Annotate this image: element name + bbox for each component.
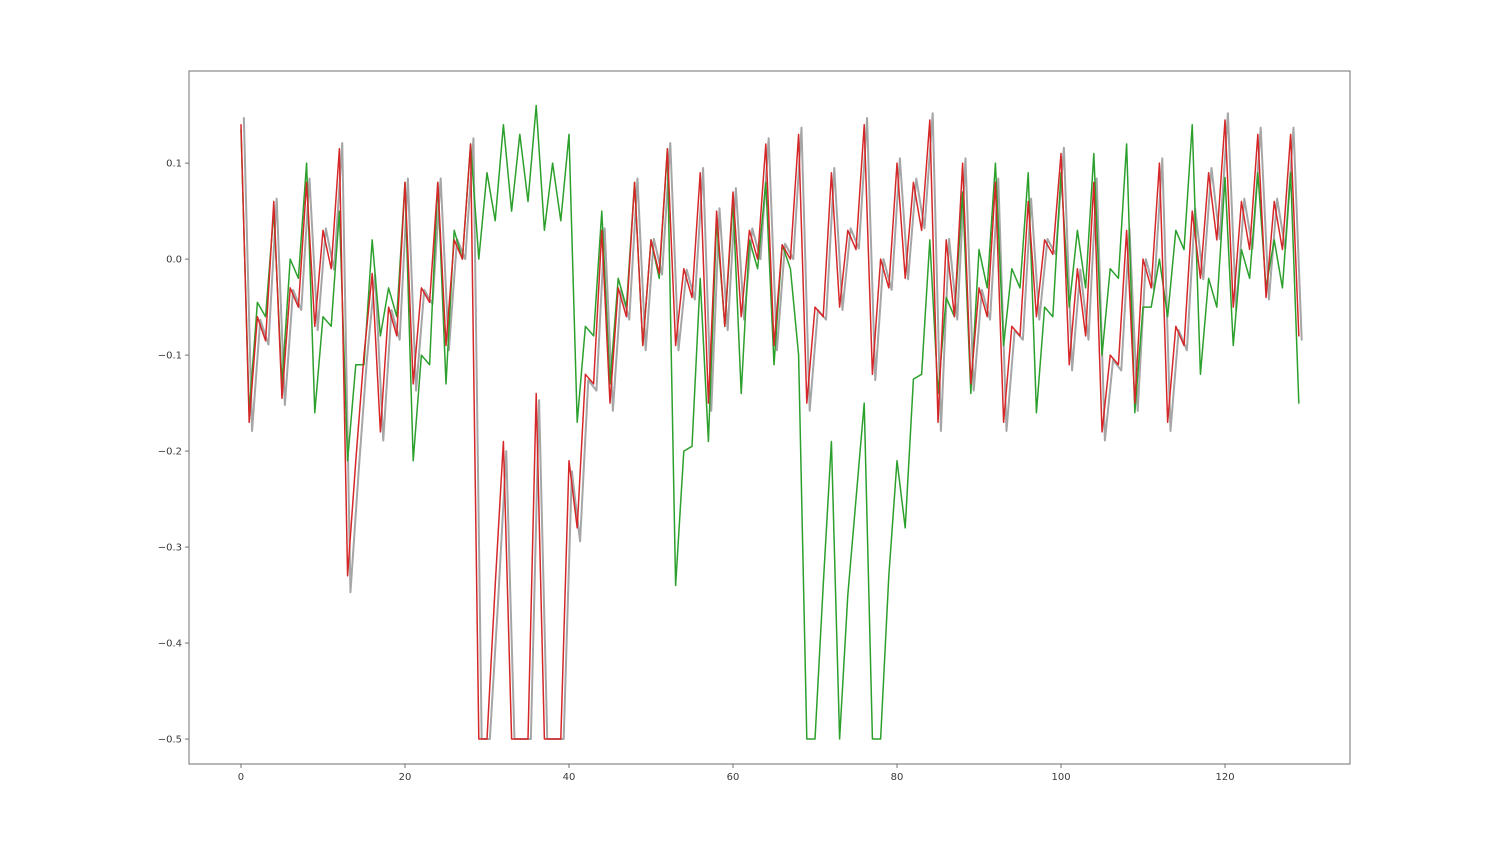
y-tick-label: −0.3 bbox=[158, 543, 182, 554]
x-tick-label: 40 bbox=[563, 772, 576, 783]
y-tick-label: 0.1 bbox=[166, 159, 182, 170]
x-tick-label: 80 bbox=[891, 772, 904, 783]
y-tick-label: −0.2 bbox=[158, 447, 182, 458]
gray-shadow-series bbox=[242, 112, 1303, 741]
x-tick-label: 0 bbox=[238, 772, 244, 783]
plot-frame bbox=[188, 70, 1351, 765]
x-tick-label: 20 bbox=[399, 772, 412, 783]
y-tick-label: 0.0 bbox=[166, 255, 182, 266]
y-tick-label: −0.1 bbox=[158, 351, 182, 362]
y-tick-label: −0.5 bbox=[158, 735, 182, 746]
y-tick-label: −0.4 bbox=[158, 639, 182, 650]
x-tick-label: 120 bbox=[1215, 772, 1234, 783]
x-tick-label: 100 bbox=[1051, 772, 1070, 783]
x-tick-label: 60 bbox=[727, 772, 740, 783]
red-series bbox=[240, 119, 1300, 740]
green-series bbox=[240, 104, 1300, 740]
